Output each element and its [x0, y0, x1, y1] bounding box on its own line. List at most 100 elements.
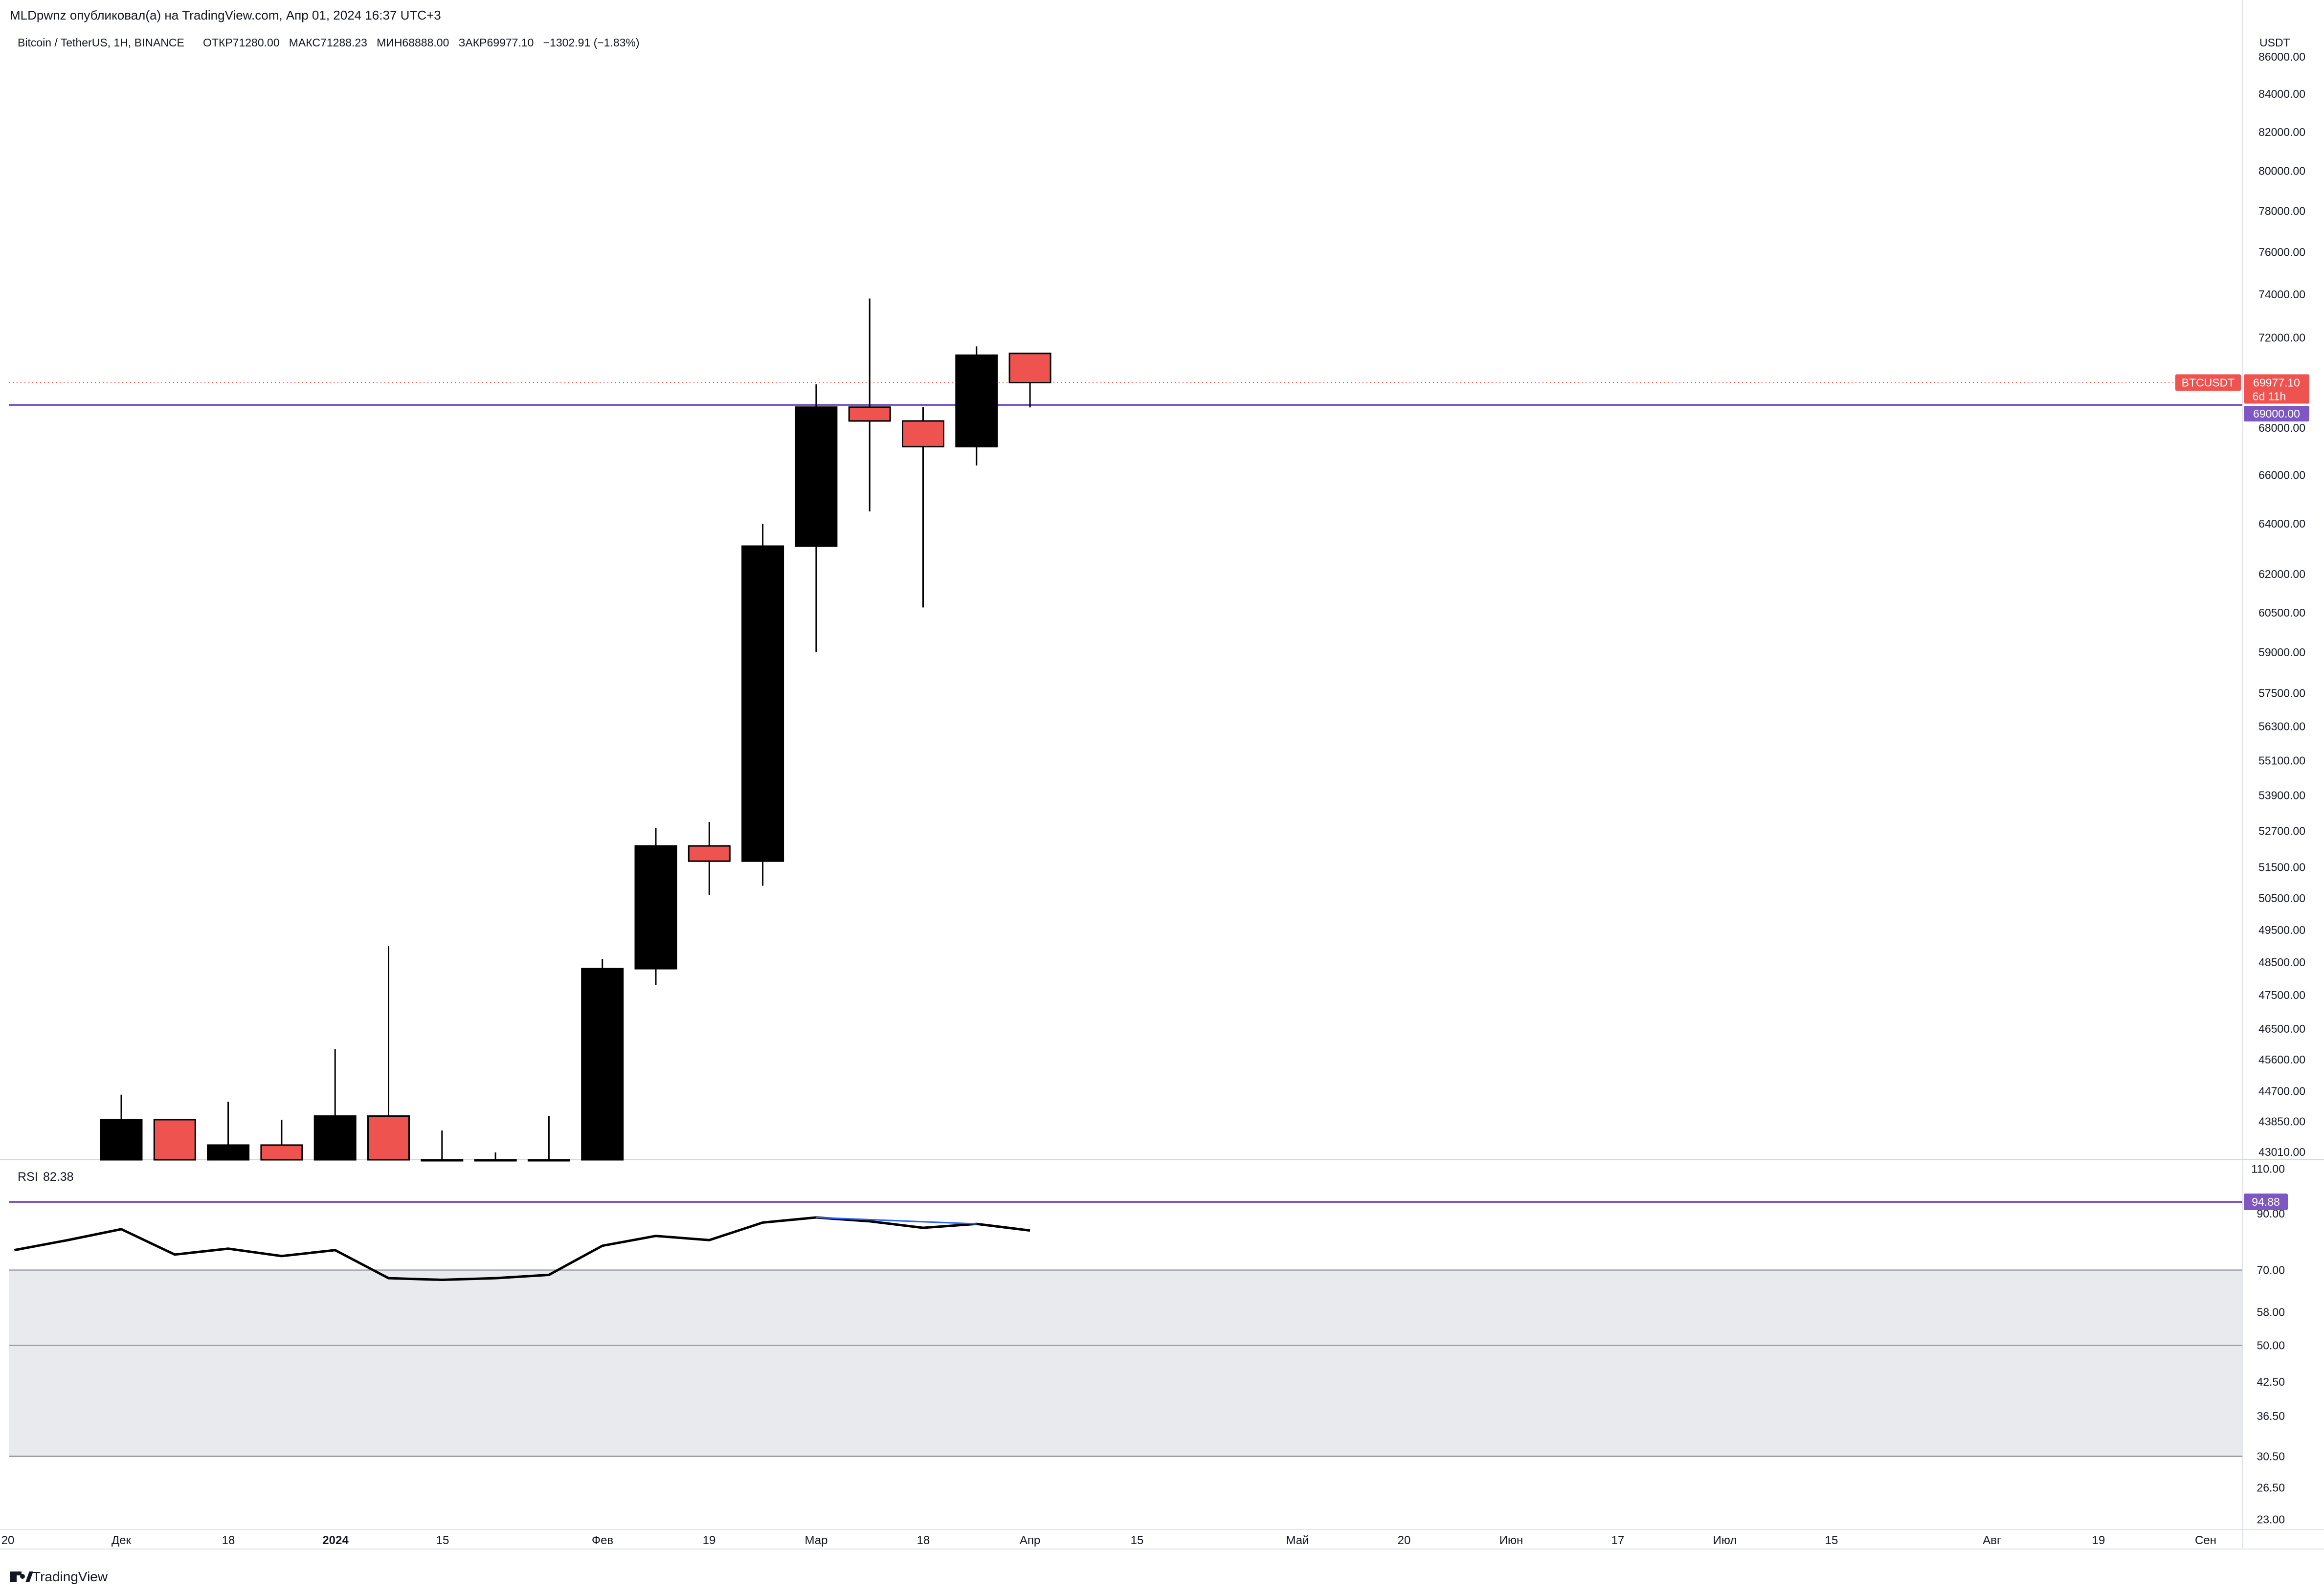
currency-label: USDT — [2259, 36, 2290, 49]
price-tick-0: 86000.00 — [2258, 50, 2305, 63]
candle-10[interactable] — [634, 828, 677, 985]
price-tick-10: 64000.00 — [2258, 517, 2305, 530]
price-tick-17: 53900.00 — [2258, 789, 2305, 801]
logo-cap-icon — [10, 1571, 22, 1575]
tradingview-brand: TradingView — [32, 1569, 108, 1584]
candle-5[interactable] — [367, 946, 410, 1161]
candle-body — [367, 1115, 410, 1161]
candle-body — [474, 1159, 517, 1162]
price-tick-25: 45600.00 — [2258, 1053, 2305, 1066]
ohlc-legend: ОТКР71280.00 МАКС71288.23 МИН68888.00 ЗА… — [203, 36, 640, 49]
price-tick-9: 66000.00 — [2258, 469, 2305, 482]
rsi-hline-tag: 94.88 — [2252, 1195, 2280, 1208]
time-tick-6: 19 — [703, 1534, 716, 1547]
rsi-tick-7: 30.50 — [2257, 1450, 2285, 1462]
price-tick-27: 43850.00 — [2258, 1115, 2305, 1128]
candle-9[interactable] — [581, 959, 624, 1161]
candle-8[interactable] — [527, 1116, 570, 1162]
price-tick-26: 44700.00 — [2258, 1085, 2305, 1098]
rsi-tick-3: 58.00 — [2257, 1306, 2285, 1319]
time-tick-12: 20 — [1398, 1534, 1411, 1547]
price-tick-2: 82000.00 — [2258, 126, 2305, 138]
time-tick-14: 17 — [1611, 1534, 1625, 1547]
price-tick-11: 62000.00 — [2258, 568, 2305, 580]
candle-16[interactable] — [955, 346, 998, 466]
candle-body — [581, 968, 624, 1161]
price-tick-1: 84000.00 — [2258, 88, 2305, 100]
rsi-title: RSI — [18, 1170, 38, 1184]
time-tick-9: Апр — [1020, 1534, 1040, 1547]
price-tick-13: 59000.00 — [2258, 646, 2305, 659]
rsi-band-fill — [9, 1270, 2242, 1457]
price-tick-6: 74000.00 — [2258, 288, 2305, 301]
candle-0[interactable] — [100, 1094, 143, 1161]
rsi-hline-tag-bg — [2244, 1194, 2288, 1211]
candle-12[interactable] — [741, 524, 784, 886]
price-tick-28: 43010.00 — [2258, 1146, 2305, 1158]
time-tick-7: Мар — [805, 1534, 828, 1547]
candle-body — [634, 845, 677, 970]
time-tick-3: 2024 — [322, 1534, 349, 1547]
time-axis[interactable]: 20 Дек 18 2024 15 Фев 19 Мар 18 Апр 15 Май 20 Июн 17 Ию… — [1, 1534, 2216, 1547]
candle-1[interactable] — [153, 1119, 196, 1161]
candles-layer — [100, 298, 1051, 1162]
rsi-line[interactable] — [14, 1216, 1030, 1282]
candle-14[interactable] — [848, 298, 891, 512]
symbol-tag-bg — [2175, 374, 2241, 391]
candle-body — [313, 1115, 357, 1161]
candle-body — [260, 1144, 303, 1161]
candle-11[interactable] — [688, 821, 731, 895]
price-tick-19: 51500.00 — [2258, 861, 2305, 874]
time-tick-8: 18 — [917, 1534, 930, 1547]
price-tick-23: 47500.00 — [2258, 989, 2305, 1001]
price-tick-7: 72000.00 — [2258, 331, 2305, 344]
candle-body — [527, 1159, 570, 1162]
tradingview-logo[interactable]: TradingView — [10, 1569, 108, 1584]
candle-7[interactable] — [474, 1152, 517, 1162]
candle-body — [207, 1144, 250, 1161]
candle-17[interactable] — [1008, 353, 1051, 408]
time-tick-15: Июл — [1713, 1534, 1737, 1547]
price-tick-12: 60500.00 — [2258, 606, 2305, 619]
time-tick-1: Дек — [112, 1534, 132, 1547]
rsi-tick-9: 23.00 — [2257, 1513, 2285, 1526]
candle-body — [955, 354, 998, 447]
logo-slash-icon — [25, 1571, 33, 1582]
candle-body — [100, 1119, 143, 1161]
rsi-tick-2: 70.00 — [2257, 1263, 2285, 1276]
candle-body — [902, 420, 944, 447]
rsi-tick-5: 42.50 — [2257, 1375, 2285, 1388]
price-axis[interactable]: 86000.00 84000.00 82000.00 80000.00 78000.00… — [2258, 50, 2305, 1158]
time-tick-4: 15 — [436, 1534, 449, 1547]
candle-3[interactable] — [260, 1119, 303, 1161]
rsi-axis[interactable]: 110.0090.0070.0058.0050.0042.5036.5030.5… — [2251, 1162, 2285, 1526]
price-tick-3: 80000.00 — [2258, 165, 2305, 177]
time-tick-19: Сен — [2195, 1534, 2216, 1547]
price-tick-8: 68000.00 — [2258, 421, 2305, 434]
candle-15[interactable] — [902, 407, 944, 608]
rsi-tick-6: 36.50 — [2257, 1410, 2285, 1422]
candle-2[interactable] — [207, 1102, 250, 1161]
logo-dot-icon — [20, 1574, 25, 1579]
candle-body — [688, 845, 731, 862]
price-tick-16: 55100.00 — [2258, 754, 2305, 767]
time-tick-16: 15 — [1825, 1534, 1838, 1547]
last-price-tag: 69977.10 — [2253, 376, 2300, 389]
time-tick-13: Июн — [1499, 1534, 1523, 1547]
price-tick-18: 52700.00 — [2258, 824, 2305, 837]
candle-body — [421, 1159, 464, 1162]
rsi-tick-0: 110.00 — [2251, 1162, 2285, 1175]
rsi-divergence-line[interactable] — [816, 1217, 977, 1225]
published-caption: MLDpwnz опубликовал(а) на TradingView.co… — [10, 8, 441, 22]
candle-body — [848, 406, 891, 422]
rsi-current-value: 82.38 — [43, 1170, 74, 1184]
candle-4[interactable] — [313, 1049, 357, 1161]
candle-body — [153, 1119, 196, 1161]
candle-13[interactable] — [795, 384, 838, 653]
hline-tag: 69000.00 — [2253, 407, 2300, 420]
candle-6[interactable] — [421, 1130, 464, 1162]
time-tick-5: Фев — [592, 1534, 613, 1547]
price-tick-4: 78000.00 — [2258, 205, 2305, 218]
candle-body — [1008, 353, 1051, 384]
